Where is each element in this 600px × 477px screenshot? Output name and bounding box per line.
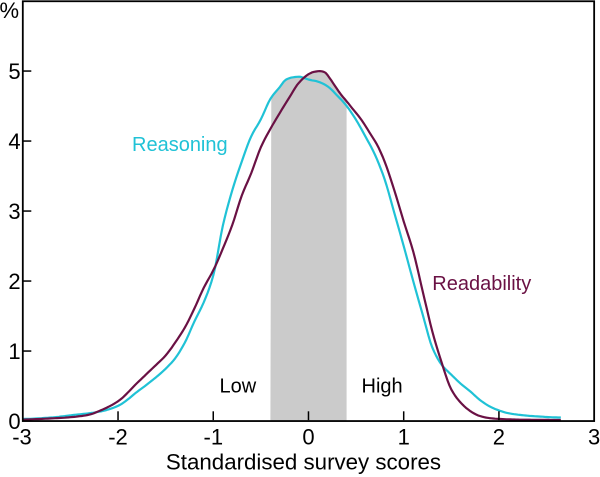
- svg-text:Standardised survey scores: Standardised survey scores: [166, 449, 441, 474]
- svg-text:2: 2: [8, 269, 20, 294]
- svg-text:3: 3: [8, 199, 20, 224]
- svg-text:-2: -2: [108, 424, 128, 449]
- svg-text:Low: Low: [220, 376, 257, 398]
- svg-text:0: 0: [302, 424, 314, 449]
- svg-text:Reasoning: Reasoning: [132, 134, 228, 156]
- svg-text:Readability: Readability: [432, 273, 531, 295]
- svg-text:%: %: [0, 0, 19, 23]
- svg-text:5: 5: [8, 59, 20, 84]
- svg-text:2: 2: [493, 424, 505, 449]
- svg-text:-3: -3: [12, 424, 32, 449]
- svg-text:3: 3: [588, 424, 600, 449]
- svg-text:1: 1: [398, 424, 410, 449]
- svg-text:High: High: [362, 376, 403, 398]
- svg-text:4: 4: [8, 129, 20, 154]
- svg-text:-1: -1: [204, 424, 224, 449]
- svg-text:1: 1: [8, 339, 20, 364]
- svg-text:0: 0: [8, 409, 20, 434]
